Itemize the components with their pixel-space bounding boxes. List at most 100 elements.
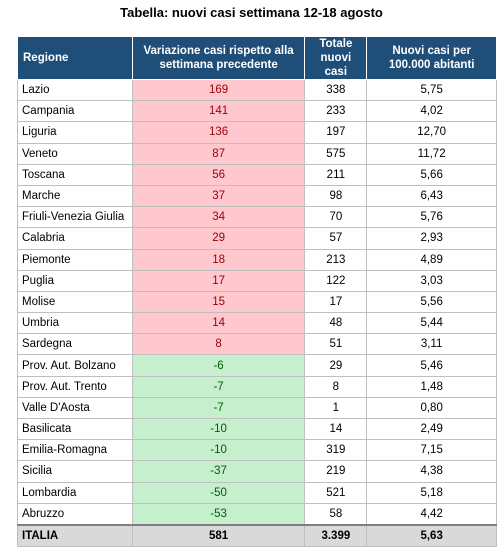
table-row: Toscana 56 211 5,66: [17, 163, 497, 186]
value-cell: 5,75: [366, 78, 497, 102]
value-cell: 219: [304, 460, 368, 483]
table-row: Valle D'Aosta -7 1 0,80: [17, 396, 497, 420]
value-cell: 58: [304, 502, 368, 526]
value-cell: 17: [131, 269, 306, 292]
region-cell: Liguria: [17, 121, 133, 144]
table-row: Sardegna 8 51 3,11: [17, 333, 497, 356]
value-cell: -53: [131, 502, 306, 526]
region-cell: Campania: [17, 100, 133, 123]
value-cell: 3,11: [366, 333, 497, 356]
header-cell: Regione: [17, 36, 133, 80]
total-cell: 5,63: [366, 523, 497, 548]
value-cell: -6: [131, 354, 306, 377]
value-cell: 6,43: [366, 184, 497, 208]
value-cell: 211: [304, 163, 368, 186]
table-row: Puglia 17 122 3,03: [17, 269, 497, 292]
region-cell: Prov. Aut. Bolzano: [17, 354, 133, 377]
value-cell: 29: [131, 227, 306, 250]
value-cell: 575: [304, 142, 368, 165]
value-cell: 5,76: [366, 206, 497, 229]
table-row: Emilia-Romagna -10 319 7,15: [17, 439, 497, 462]
header-cell: Nuovi casi per 100.000 abitanti: [366, 36, 497, 80]
table-row: Campania 141 233 4,02: [17, 100, 497, 123]
table-row: Basilicata -10 14 2,49: [17, 417, 497, 441]
value-cell: 319: [304, 439, 368, 462]
region-cell: Basilicata: [17, 417, 133, 441]
value-cell: 0,80: [366, 396, 497, 420]
value-cell: 51: [304, 333, 368, 356]
value-cell: 4,38: [366, 460, 497, 483]
value-cell: 213: [304, 248, 368, 271]
total-cell: ITALIA: [17, 523, 133, 548]
value-cell: 197: [304, 121, 368, 144]
table-row: Lombardia -50 521 5,18: [17, 481, 497, 504]
value-cell: 4,02: [366, 100, 497, 123]
region-cell: Puglia: [17, 269, 133, 292]
region-cell: Sardegna: [17, 333, 133, 356]
value-cell: 37: [131, 184, 306, 208]
region-cell: Molise: [17, 290, 133, 314]
value-cell: 29: [304, 354, 368, 377]
value-cell: 8: [131, 333, 306, 356]
value-cell: 233: [304, 100, 368, 123]
table-row: Abruzzo -53 58 4,42: [17, 502, 497, 526]
value-cell: 2,49: [366, 417, 497, 441]
value-cell: 5,56: [366, 290, 497, 314]
table-row: Prov. Aut. Bolzano -6 29 5,46: [17, 354, 497, 377]
value-cell: 56: [131, 163, 306, 186]
region-cell: Lombardia: [17, 481, 133, 504]
region-cell: Friuli-Venezia Giulia: [17, 206, 133, 229]
region-cell: Umbria: [17, 312, 133, 335]
region-cell: Valle D'Aosta: [17, 396, 133, 420]
value-cell: 5,66: [366, 163, 497, 186]
value-cell: -10: [131, 417, 306, 441]
table-row: Prov. Aut. Trento -7 8 1,48: [17, 375, 497, 398]
value-cell: 8: [304, 375, 368, 398]
table-row: Lazio 169 338 5,75: [17, 78, 497, 102]
value-cell: 5,44: [366, 312, 497, 335]
table-row: Sicilia -37 219 4,38: [17, 460, 497, 483]
value-cell: 14: [304, 417, 368, 441]
value-cell: 122: [304, 269, 368, 292]
value-cell: 17: [304, 290, 368, 314]
value-cell: 87: [131, 142, 306, 165]
value-cell: 1: [304, 396, 368, 420]
region-cell: Abruzzo: [17, 502, 133, 526]
value-cell: 136: [131, 121, 306, 144]
value-cell: -7: [131, 375, 306, 398]
header-cell: Totale nuovi casi: [304, 36, 368, 80]
value-cell: 48: [304, 312, 368, 335]
table-row: Veneto 87 575 11,72: [17, 142, 497, 165]
value-cell: 18: [131, 248, 306, 271]
value-cell: 15: [131, 290, 306, 314]
value-cell: 14: [131, 312, 306, 335]
value-cell: 34: [131, 206, 306, 229]
region-cell: Veneto: [17, 142, 133, 165]
value-cell: 11,72: [366, 142, 497, 165]
total-cell: 3.399: [304, 523, 368, 548]
value-cell: -10: [131, 439, 306, 462]
value-cell: 521: [304, 481, 368, 504]
table-row: Friuli-Venezia Giulia 34 70 5,76: [17, 206, 497, 229]
value-cell: -37: [131, 460, 306, 483]
table-title: Tabella: nuovi casi settimana 12-18 agos…: [120, 5, 383, 20]
header-row: Regione Variazione casi rispetto alla set…: [17, 36, 497, 80]
region-cell: Calabria: [17, 227, 133, 250]
value-cell: 1,48: [366, 375, 497, 398]
value-cell: 57: [304, 227, 368, 250]
value-cell: 338: [304, 78, 368, 102]
value-cell: 4,89: [366, 248, 497, 271]
value-cell: -7: [131, 396, 306, 420]
value-cell: 4,42: [366, 502, 497, 526]
value-cell: 3,03: [366, 269, 497, 292]
value-cell: 5,46: [366, 354, 497, 377]
value-cell: 7,15: [366, 439, 497, 462]
table-body: Lazio 169 338 5,75 Campania 141 233 4,02 Liguria…: [17, 78, 497, 548]
region-cell: Lazio: [17, 78, 133, 102]
table-row: Liguria 136 197 12,70: [17, 121, 497, 144]
value-cell: 2,93: [366, 227, 497, 250]
value-cell: 12,70: [366, 121, 497, 144]
value-cell: -50: [131, 481, 306, 504]
table-row: Piemonte 18 213 4,89: [17, 248, 497, 271]
